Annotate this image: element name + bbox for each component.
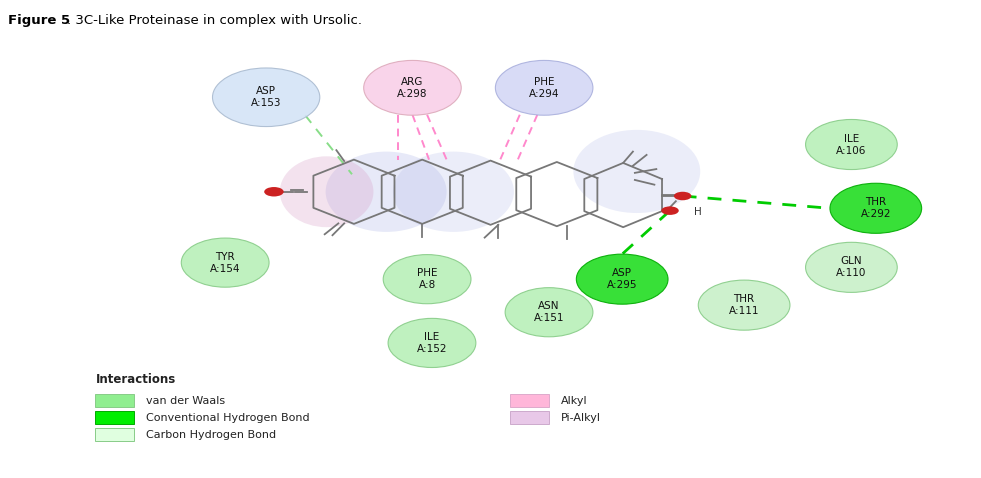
Text: ILE
A:152: ILE A:152 [417,332,447,354]
Text: Interactions: Interactions [95,373,176,386]
Text: Carbon Hydrogen Bond: Carbon Hydrogen Bond [146,430,277,440]
Ellipse shape [805,120,898,170]
Ellipse shape [388,318,476,368]
FancyBboxPatch shape [95,428,134,441]
Ellipse shape [698,280,790,330]
Text: ASP
A:153: ASP A:153 [251,86,282,108]
Text: Alkyl: Alkyl [561,396,588,405]
Ellipse shape [393,152,514,232]
Circle shape [661,206,679,215]
Text: ASP
A:295: ASP A:295 [607,268,638,290]
Text: THR
A:111: THR A:111 [729,294,759,316]
Ellipse shape [326,152,446,232]
Ellipse shape [574,130,700,213]
Ellipse shape [384,255,471,304]
Text: PHE
A:294: PHE A:294 [529,77,559,99]
Ellipse shape [213,68,320,127]
Ellipse shape [364,60,461,115]
FancyBboxPatch shape [510,411,549,424]
FancyBboxPatch shape [510,394,549,407]
Text: ASN
A:151: ASN A:151 [534,301,564,323]
Text: THR
A:292: THR A:292 [860,197,891,219]
Text: van der Waals: van der Waals [146,396,226,405]
Circle shape [264,187,284,196]
Ellipse shape [505,288,593,337]
FancyBboxPatch shape [95,411,134,424]
Ellipse shape [805,242,898,293]
Circle shape [674,192,692,200]
Text: GLN
A:110: GLN A:110 [836,256,866,278]
Ellipse shape [280,156,374,227]
Ellipse shape [577,254,668,304]
Ellipse shape [495,60,593,115]
Text: H: H [695,207,702,217]
Text: ILE
A:106: ILE A:106 [836,133,866,155]
Text: TYR
A:154: TYR A:154 [210,251,240,273]
Text: ARG
A:298: ARG A:298 [397,77,428,99]
Ellipse shape [830,183,921,233]
Ellipse shape [181,238,269,287]
Text: PHE
A:8: PHE A:8 [417,268,438,290]
FancyBboxPatch shape [95,394,134,407]
Text: Figure 5: Figure 5 [8,14,70,27]
Text: . 3C-Like Proteinase in complex with Ursolic.: . 3C-Like Proteinase in complex with Urs… [67,14,362,27]
Text: Conventional Hydrogen Bond: Conventional Hydrogen Bond [146,413,310,423]
Text: Pi-Alkyl: Pi-Alkyl [561,413,600,423]
